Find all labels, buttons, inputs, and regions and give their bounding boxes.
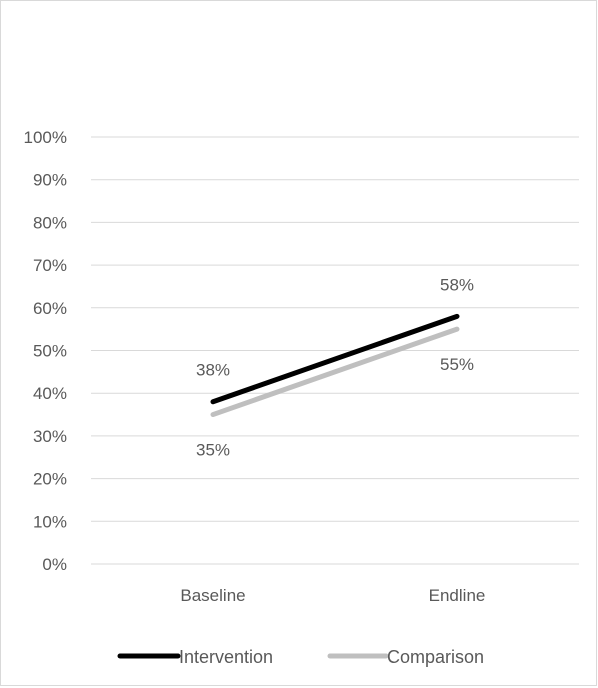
y-tick-label: 100% xyxy=(24,128,67,147)
y-axis-ticks: 0% 10% 20% 30% 40% 50% 60% 70% 80% 90% 100% xyxy=(24,128,67,574)
y-tick-label: 40% xyxy=(33,384,67,403)
data-label-comparison: 35% xyxy=(196,441,230,460)
legend: Intervention Comparison xyxy=(117,647,484,667)
y-tick-label: 20% xyxy=(33,470,67,489)
data-label-intervention: 38% xyxy=(196,361,230,380)
series-line-comparison xyxy=(210,326,460,418)
series-lines xyxy=(210,313,460,418)
y-tick-label: 50% xyxy=(33,342,67,361)
y-tick-label: 0% xyxy=(42,555,67,574)
gridlines xyxy=(91,136,579,565)
data-labels: 38% 58% 35% 55% xyxy=(196,275,474,459)
y-tick-label: 90% xyxy=(33,171,67,190)
x-category-label: Baseline xyxy=(180,586,245,605)
y-tick-label: 30% xyxy=(33,427,67,446)
y-tick-label: 10% xyxy=(33,512,67,531)
data-label-intervention: 58% xyxy=(440,275,474,294)
series-line-intervention xyxy=(210,313,460,405)
y-tick-label: 60% xyxy=(33,299,67,318)
y-tick-label: 80% xyxy=(33,213,67,232)
y-tick-label: 70% xyxy=(33,256,67,275)
legend-label-intervention: Intervention xyxy=(179,647,273,667)
legend-label-comparison: Comparison xyxy=(387,647,484,667)
x-axis-categories: Baseline Endline xyxy=(180,586,485,605)
x-category-label: Endline xyxy=(429,586,486,605)
data-label-comparison: 55% xyxy=(440,355,474,374)
